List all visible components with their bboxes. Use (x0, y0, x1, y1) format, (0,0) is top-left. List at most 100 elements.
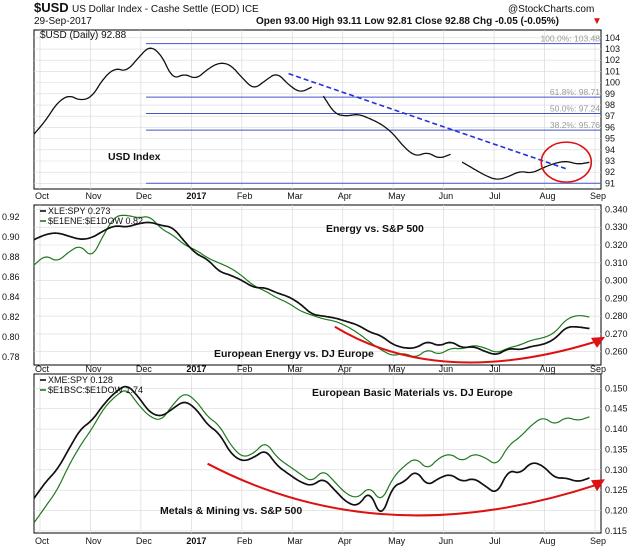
metals-right-tick: 0.140 (605, 424, 628, 434)
change-down-icon: ▼ (592, 16, 602, 27)
month-label-bottom: Aug (540, 536, 556, 546)
usd-tick-label: 102 (605, 55, 620, 65)
metals-mining-label: Metals & Mining vs. S&P 500 (160, 505, 302, 517)
energy-left-tick: 0.92 (2, 212, 20, 222)
usd-tick-label: 97 (605, 111, 615, 121)
month-label-top: Dec (136, 191, 153, 201)
month-label-top: May (388, 191, 406, 201)
month-label-bottom: Nov (85, 536, 102, 546)
metals-panel-frame (33, 373, 602, 534)
energy-left-tick: 0.84 (2, 292, 20, 302)
fib-label: 100.0%: 103.48 (540, 34, 600, 44)
usd-panel-frame (33, 29, 602, 190)
e1bsc-legend: $E1BSC:$E1DOW 1.74 (48, 385, 143, 395)
usd-price-line (33, 47, 312, 135)
month-label-mid: May (388, 364, 406, 374)
energy-left-tick: 0.80 (2, 332, 20, 342)
usd-tick-label: 101 (605, 66, 620, 76)
energy-left-tick: 0.86 (2, 272, 20, 282)
usd-tick-label: 94 (605, 145, 615, 155)
usd-tick-label: 93 (605, 156, 615, 166)
month-label-bottom: Jul (489, 536, 501, 546)
energy-left-tick: 0.88 (2, 252, 20, 262)
energy-right-tick: 0.260 (605, 347, 628, 357)
metals-right-tick: 0.150 (605, 383, 628, 393)
month-label-top: Nov (85, 191, 102, 201)
usd-tick-label: 95 (605, 134, 615, 144)
usd-tick-label: 96 (605, 122, 615, 132)
index-name: US Dollar Index - Cashe Settle (EOD) ICE (72, 4, 259, 15)
xme-legend: XME:SPY 0.128 (48, 375, 113, 385)
month-label-top: Apr (338, 191, 352, 201)
month-label-top: 2017 (186, 191, 206, 201)
month-label-top: Jun (439, 191, 454, 201)
metals-right-tick: 0.115 (605, 526, 627, 536)
energy-left-tick: 0.82 (2, 312, 20, 322)
month-label-top: Feb (237, 191, 253, 201)
fib-label: 61.8%: 98.71 (550, 87, 600, 97)
fib-label: 50.0%: 97.24 (550, 104, 600, 114)
e1ene-legend: $E1ENE:$E1DOW 0.82 (48, 216, 143, 226)
month-label-top: Jul (489, 191, 501, 201)
usd-tick-label: 99 (605, 89, 615, 99)
month-label-bottom: Feb (237, 536, 253, 546)
symbol-title: $USD (34, 0, 69, 15)
european-energy-label: European Energy vs. DJ Europe (214, 348, 374, 360)
metals-right-tick: 0.130 (605, 465, 628, 475)
month-label-mid: Mar (287, 364, 303, 374)
european-basic-materials-label: European Basic Materials vs. DJ Europe (312, 387, 513, 399)
usd-tick-label: 98 (605, 100, 615, 110)
usd-price-line (461, 161, 590, 180)
month-label-bottom: Jun (439, 536, 454, 546)
month-label-bottom: Oct (35, 536, 50, 546)
e1bsc-line (33, 390, 590, 524)
usd-legend: $USD (Daily) 92.88 (40, 30, 127, 41)
month-label-bottom: Apr (338, 536, 352, 546)
metals-right-tick: 0.120 (605, 506, 628, 516)
month-label-mid: Dec (136, 364, 153, 374)
usd-tick-label: 91 (605, 178, 615, 188)
usd-price-line (322, 95, 451, 159)
metals-arrowhead (591, 479, 605, 492)
month-label-mid: Oct (35, 364, 50, 374)
xle-line (33, 221, 590, 355)
quote-line: Open 93.00 High 93.11 Low 92.81 Close 92… (256, 16, 559, 27)
usd-tick-label: 104 (605, 33, 620, 43)
highlight-circle (540, 141, 593, 183)
month-label-bottom: Mar (287, 536, 303, 546)
month-label-mid: Nov (85, 364, 102, 374)
metals-right-tick: 0.125 (605, 485, 628, 495)
month-label-mid: Sep (590, 364, 606, 374)
metals-arc (207, 462, 596, 517)
month-label-bottom: May (388, 536, 406, 546)
usd-tick-label: 100 (605, 78, 620, 88)
month-label-top: Oct (35, 191, 50, 201)
chart-date: 29-Sep-2017 (34, 16, 92, 27)
energy-left-tick: 0.78 (2, 352, 20, 362)
usd-index-label: USD Index (108, 151, 161, 163)
month-label-bottom: Dec (136, 536, 153, 546)
month-label-mid: Jun (439, 364, 454, 374)
xle-legend: XLE:SPY 0.273 (48, 206, 110, 216)
xme-line (33, 385, 590, 513)
trend-line (288, 72, 567, 170)
grid-layer: Oct Oct Oct Nov Nov Nov Dec Dec Dec 2017 2017 2017 F… (35, 30, 606, 546)
month-label-mid: Aug (540, 364, 556, 374)
month-label-top: Sep (590, 191, 606, 201)
energy-panel: 0.260 0.270 0.280 0.290 0.300 0.310 0.320 0.330… (2, 204, 628, 364)
metals-right-tick: 0.145 (605, 404, 628, 414)
month-label-mid: Feb (237, 364, 253, 374)
usd-tick-label: 103 (605, 44, 620, 54)
energy-right-tick: 0.330 (605, 222, 628, 232)
energy-arc (334, 325, 596, 364)
energy-right-tick: 0.290 (605, 293, 628, 303)
month-label-mid: Apr (338, 364, 352, 374)
watermark: @StockCharts.com (508, 4, 594, 15)
energy-left-tick: 0.90 (2, 232, 20, 242)
month-label-mid: 2017 (186, 364, 206, 374)
e1ene-line (33, 214, 590, 357)
energy-right-tick: 0.310 (605, 258, 628, 268)
